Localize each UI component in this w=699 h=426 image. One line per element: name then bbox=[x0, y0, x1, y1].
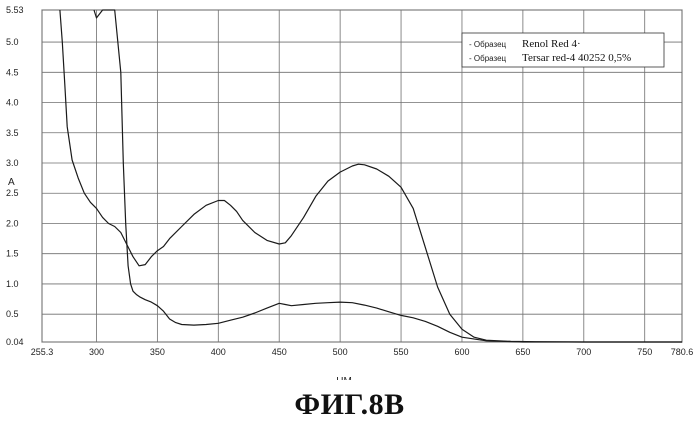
x-tick-label: 350 bbox=[150, 347, 165, 357]
x-tick-label: 400 bbox=[211, 347, 226, 357]
x-tick-label: 650 bbox=[515, 347, 530, 357]
x-tick-label: 550 bbox=[394, 347, 409, 357]
x-tick-label: 255.3 bbox=[31, 347, 54, 357]
x-tick-label: 700 bbox=[576, 347, 591, 357]
y-tick-label: 3.0 bbox=[6, 158, 19, 168]
figure-caption: ФИГ.8B bbox=[0, 388, 699, 422]
y-tick-label: 2.5 bbox=[6, 188, 19, 198]
legend-series-name-1: Renol Red 4· bbox=[522, 38, 581, 50]
x-tick-label: 500 bbox=[333, 347, 348, 357]
y-tick-label: 5.53 bbox=[6, 5, 24, 15]
chart: 255.3 300 350 400 450 500 550 600 650 700 750 780.6… bbox=[0, 0, 699, 380]
y-tick-label: 0.5 bbox=[6, 309, 19, 319]
y-tick-label: 5.0 bbox=[6, 37, 19, 47]
y-tick-label: 1.5 bbox=[6, 249, 19, 259]
legend-prefix-1: - Образец bbox=[469, 40, 507, 49]
x-tick-label: 750 bbox=[637, 347, 652, 357]
y-tick-label: 1.0 bbox=[6, 279, 19, 289]
y-axis-label: A bbox=[8, 177, 15, 188]
x-tick-label: 600 bbox=[454, 347, 469, 357]
y-tick-label: 0.04 bbox=[6, 337, 24, 347]
x-tick-label: 300 bbox=[89, 347, 104, 357]
legend: - Образец Renol Red 4· - Образец Tersar … bbox=[462, 33, 664, 67]
x-tick-label: 450 bbox=[272, 347, 287, 357]
legend-prefix-2: - Образец bbox=[469, 54, 507, 63]
y-tick-label: 4.0 bbox=[6, 98, 19, 108]
y-tick-label: 2.0 bbox=[6, 218, 19, 228]
legend-series-name-2: Tersar red-4 40252 0,5% bbox=[522, 52, 631, 64]
x-axis-label: НМ bbox=[336, 376, 352, 380]
y-tick-label: 3.5 bbox=[6, 128, 19, 138]
y-tick-label: 4.5 bbox=[6, 67, 19, 77]
x-tick-label: 780.6 bbox=[671, 347, 694, 357]
